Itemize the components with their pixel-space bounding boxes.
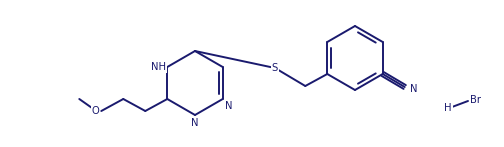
Text: S: S [272, 63, 278, 73]
Text: N: N [410, 84, 417, 94]
Text: N: N [225, 101, 232, 111]
Text: NH: NH [151, 62, 166, 72]
Text: N: N [191, 118, 199, 128]
Text: O: O [92, 106, 99, 116]
Text: Br: Br [470, 95, 481, 105]
Text: H: H [444, 103, 452, 113]
